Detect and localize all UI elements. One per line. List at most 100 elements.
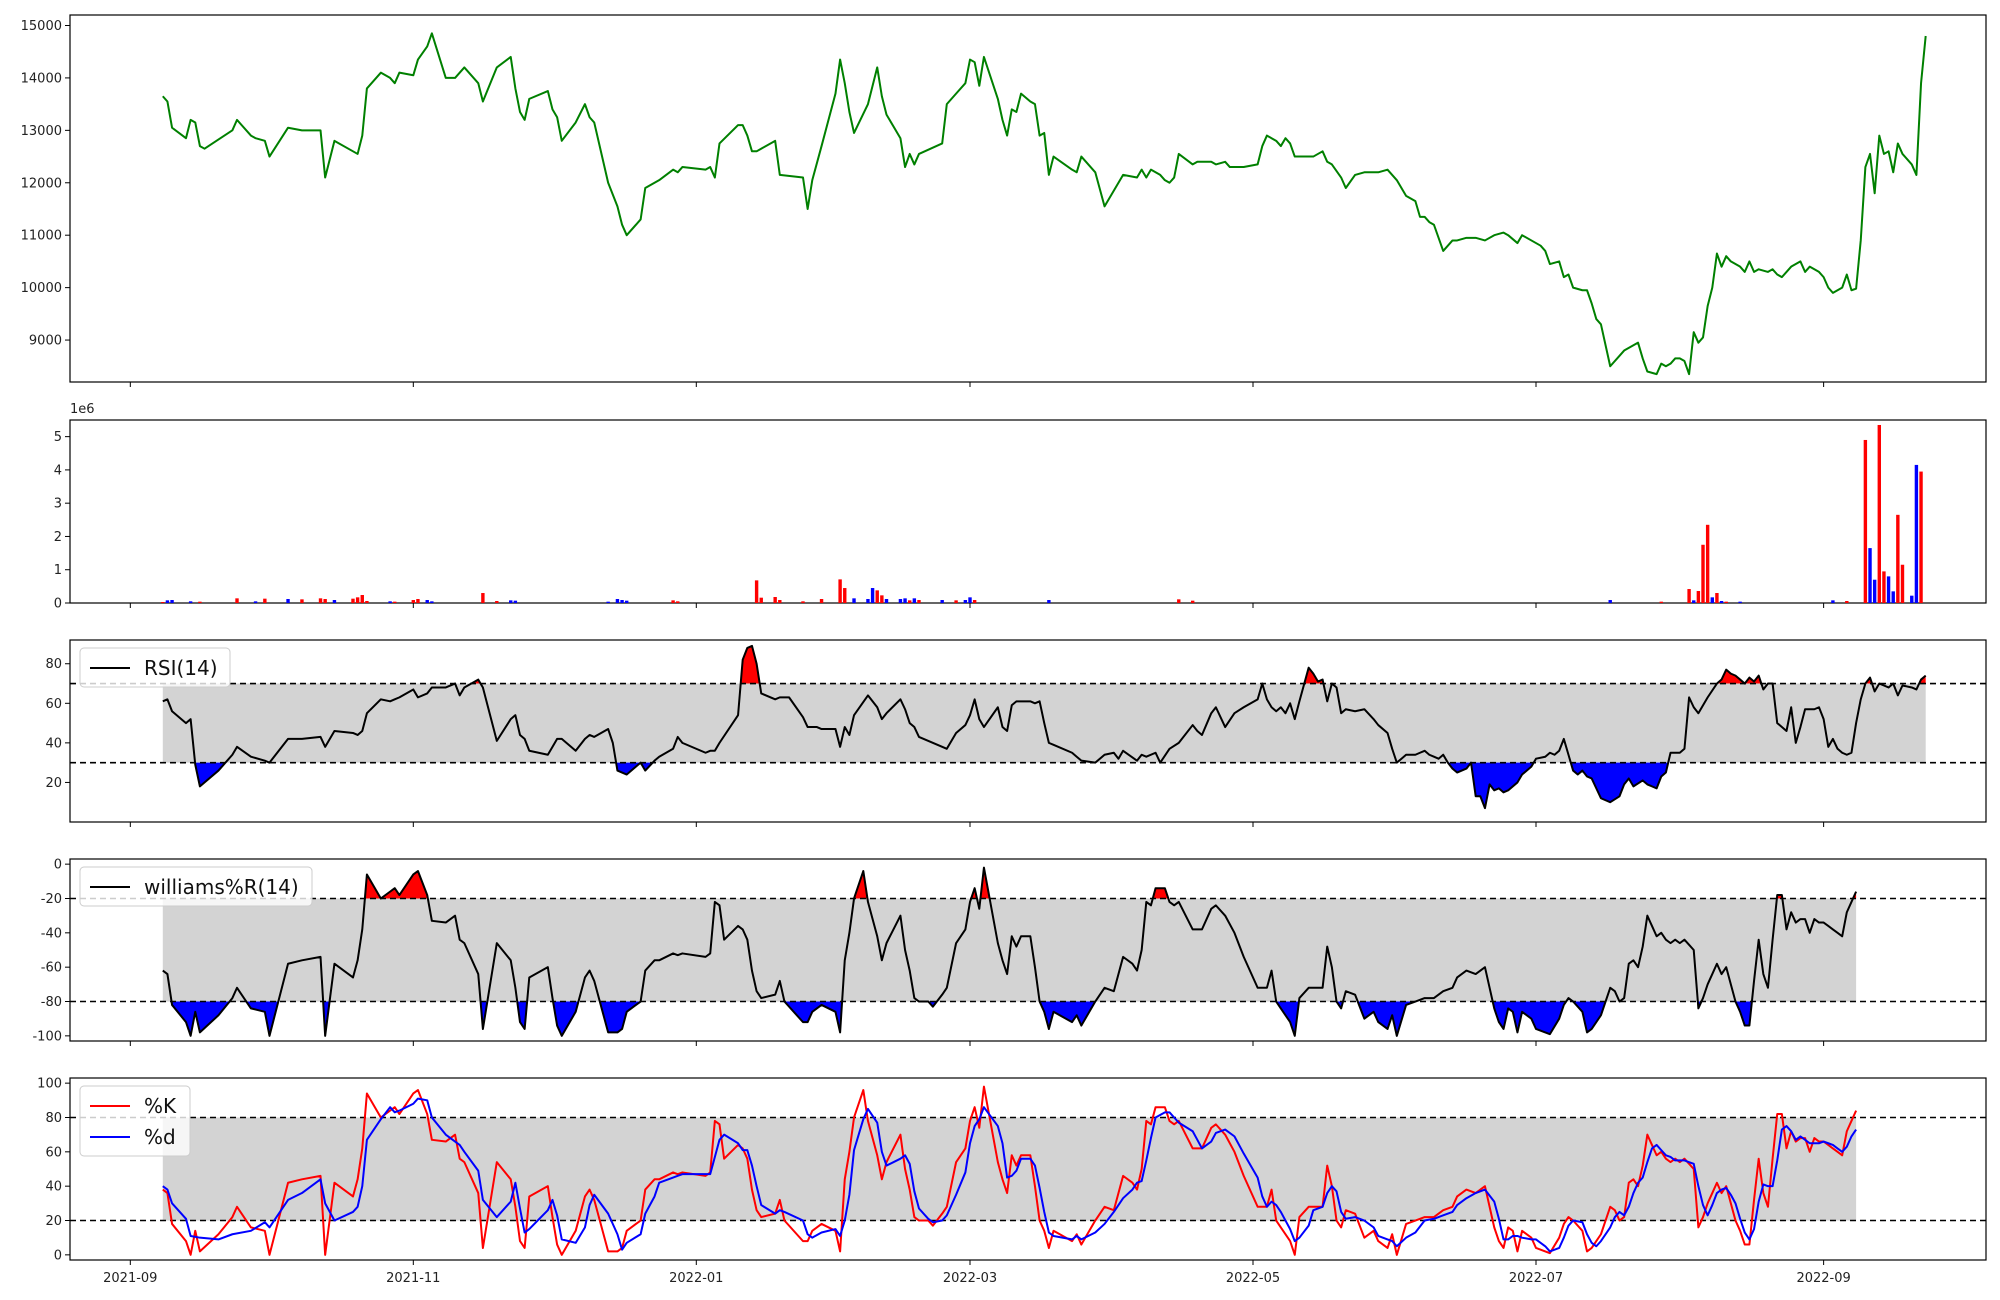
- volume-bar: [801, 601, 805, 603]
- x-tick-label: 2022-01: [669, 1271, 723, 1286]
- volume-bar: [1659, 601, 1663, 603]
- volume-bar: [235, 598, 239, 603]
- volume-bar: [481, 593, 485, 603]
- volume-bar: [963, 600, 968, 603]
- volume-bar: [1863, 439, 1868, 603]
- volume-panel: 0 1 2 3 4 5 1e6: [54, 402, 1987, 612]
- legend-box: [79, 866, 313, 907]
- plot-frame: [69, 419, 1987, 604]
- y-tick-label: 4: [54, 463, 62, 478]
- volume-bar: [676, 601, 680, 603]
- volume-bar: [332, 600, 337, 603]
- volume-bar: [1872, 579, 1877, 603]
- volume-bar: [1886, 576, 1891, 603]
- axis-offset-label: 1e6: [70, 402, 95, 417]
- x-tick-label: 2021-11: [386, 1271, 440, 1286]
- y-tick-label: 3: [54, 497, 62, 512]
- y-tick-label: 0: [54, 1248, 62, 1263]
- volume-bar: [1896, 514, 1900, 603]
- plot-frame: [69, 858, 1987, 1042]
- plot-frame: [69, 14, 1987, 383]
- volume-bar: [968, 597, 972, 603]
- stochastic-panel: 0 20 40 60 80 100 2021-09 2021-11 2022-01 2022-03…: [37, 1077, 1987, 1286]
- y-tick-label: 1: [54, 563, 62, 578]
- y-tick-label: 80: [45, 1111, 62, 1126]
- volume-bar: [671, 600, 675, 603]
- volume-bar: [1047, 600, 1051, 603]
- volume-bar: [351, 598, 355, 603]
- y-tick-label: 40: [45, 1180, 62, 1195]
- y-tick-label: -60: [41, 961, 62, 976]
- volume-bar: [1738, 601, 1742, 603]
- volume-bar: [870, 588, 875, 603]
- rsi-panel: 20 40 60 80 RSI(14): [45, 639, 1987, 827]
- volume-bar: [908, 600, 912, 603]
- volume-bar: [1724, 601, 1728, 603]
- volume-bar: [1177, 599, 1181, 603]
- volume-bar: [318, 598, 323, 603]
- volume-bar: [898, 599, 903, 603]
- volume-bar: [411, 600, 415, 603]
- volume-bar: [416, 599, 420, 603]
- volume-bar: [161, 602, 165, 603]
- price-panel: 9000 10000 11000 12000 13000 14000 15000: [21, 14, 1987, 387]
- legend-box: [79, 1085, 191, 1157]
- volume-bar: [430, 601, 434, 603]
- volume-bar: [198, 601, 202, 603]
- volume-bar: [1868, 548, 1872, 603]
- oversold-fill: [1276, 1001, 1299, 1036]
- x-tick-label: 2021-09: [103, 1271, 157, 1286]
- y-tick-label: 40: [45, 736, 62, 751]
- y-tick-label: 2: [54, 530, 62, 545]
- volume-bar: [495, 601, 499, 603]
- y-tick-label: 80: [45, 657, 62, 672]
- y-tick-label: -80: [41, 995, 62, 1010]
- oversold-fill: [599, 1001, 641, 1033]
- volume-bar: [1919, 471, 1923, 603]
- y-tick-label: 12000: [21, 176, 62, 191]
- volume-bar: [1715, 593, 1719, 603]
- volume-bar: [388, 601, 392, 603]
- volume-bar: [615, 599, 620, 603]
- volume-bar: [880, 595, 884, 603]
- volume-bar: [954, 600, 958, 603]
- volume-bar: [912, 598, 917, 603]
- volume-bar: [819, 599, 824, 603]
- volume-bar: [884, 599, 889, 603]
- volume-bar: [843, 588, 847, 603]
- volume-bar: [1608, 600, 1612, 603]
- volume-bar: [253, 601, 258, 603]
- volume-bar: [1831, 600, 1835, 603]
- oversold-fill: [1447, 762, 1472, 773]
- volume-bar: [1845, 601, 1849, 603]
- volume-bar: [972, 600, 977, 603]
- volume-bar: [188, 601, 193, 603]
- y-tick-label: 14000: [21, 71, 62, 86]
- oversold-fill: [246, 1001, 279, 1036]
- y-tick-label: 20: [45, 1214, 62, 1229]
- oversold-fill: [553, 1001, 579, 1036]
- volume-bar: [355, 597, 360, 603]
- y-tick-label: -100: [32, 1029, 62, 1044]
- volume-bar: [365, 601, 369, 603]
- oversold-fill: [784, 1001, 843, 1033]
- oversold-fill: [1570, 762, 1669, 803]
- oversold-fill: [1735, 1001, 1752, 1026]
- volume-bar: [903, 598, 907, 603]
- williams-r-panel: -100 -80 -60 -40 -20 0 williams%R(14): [32, 858, 1987, 1046]
- volume-bar: [852, 598, 856, 603]
- volume-bar: [1190, 600, 1195, 603]
- y-tick-label: 9000: [29, 334, 62, 349]
- y-tick-label: 15000: [21, 19, 62, 34]
- volume-bar: [300, 599, 304, 603]
- y-tick-label: 10000: [21, 281, 62, 296]
- volume-bar: [513, 600, 518, 603]
- oversold-fill: [171, 1001, 230, 1036]
- y-tick-label: 100: [37, 1077, 62, 1092]
- volume-bar: [509, 600, 513, 603]
- volume-bar: [360, 595, 364, 603]
- volume-bar: [778, 600, 782, 603]
- volume-bar: [1719, 601, 1724, 603]
- y-tick-label: 0: [54, 597, 62, 612]
